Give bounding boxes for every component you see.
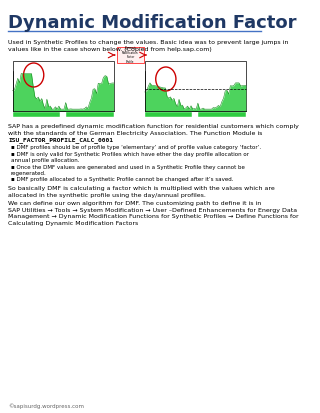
Text: We can define our own algorithm for DMF. The customizing path to define it is in: We can define our own algorithm for DMF.… xyxy=(8,201,299,225)
Text: Dynamic Modification Factor: Dynamic Modification Factor xyxy=(8,14,297,32)
Text: ▪ DMF profile allocated to a Synthetic Profile cannot be changed after it’s save: ▪ DMF profile allocated to a Synthetic P… xyxy=(11,177,234,182)
Text: ▪ DMF profiles should be of profile type ‘elementary’ and of profile value categ: ▪ DMF profiles should be of profile type… xyxy=(11,145,261,150)
Text: So basically DMF is calculating a factor which is multiplied with the values whi: So basically DMF is calculating a factor… xyxy=(8,185,275,197)
Text: ▪ DMF is only valid for Synthetic Profiles which have ether the day profile allo: ▪ DMF is only valid for Synthetic Profil… xyxy=(11,152,249,163)
Bar xyxy=(198,113,246,118)
Bar xyxy=(12,62,114,112)
FancyBboxPatch shape xyxy=(117,48,144,64)
Text: ©sapisurdg.wordpress.com: ©sapisurdg.wordpress.com xyxy=(8,402,84,408)
Bar xyxy=(12,113,60,118)
Text: ▪ Once the DMF values are generated and used in a Synthetic Profile they cannot : ▪ Once the DMF values are generated and … xyxy=(11,164,245,175)
Text: ISU_FACTOR_PROFILE_CALC_0001: ISU_FACTOR_PROFILE_CALC_0001 xyxy=(8,137,113,142)
Text: Used in Synthetic Profiles to change the values. Basic idea was to prevent large: Used in Synthetic Profiles to change the… xyxy=(8,40,289,52)
Text: SAP has a predefined dynamic modification function for residential customers whi: SAP has a predefined dynamic modificatio… xyxy=(8,124,299,135)
Bar xyxy=(145,62,246,112)
Text: Dynamic
Modification
Factor
Profile: Dynamic Modification Factor Profile xyxy=(122,46,139,64)
Bar xyxy=(66,113,114,118)
Bar xyxy=(145,113,192,118)
